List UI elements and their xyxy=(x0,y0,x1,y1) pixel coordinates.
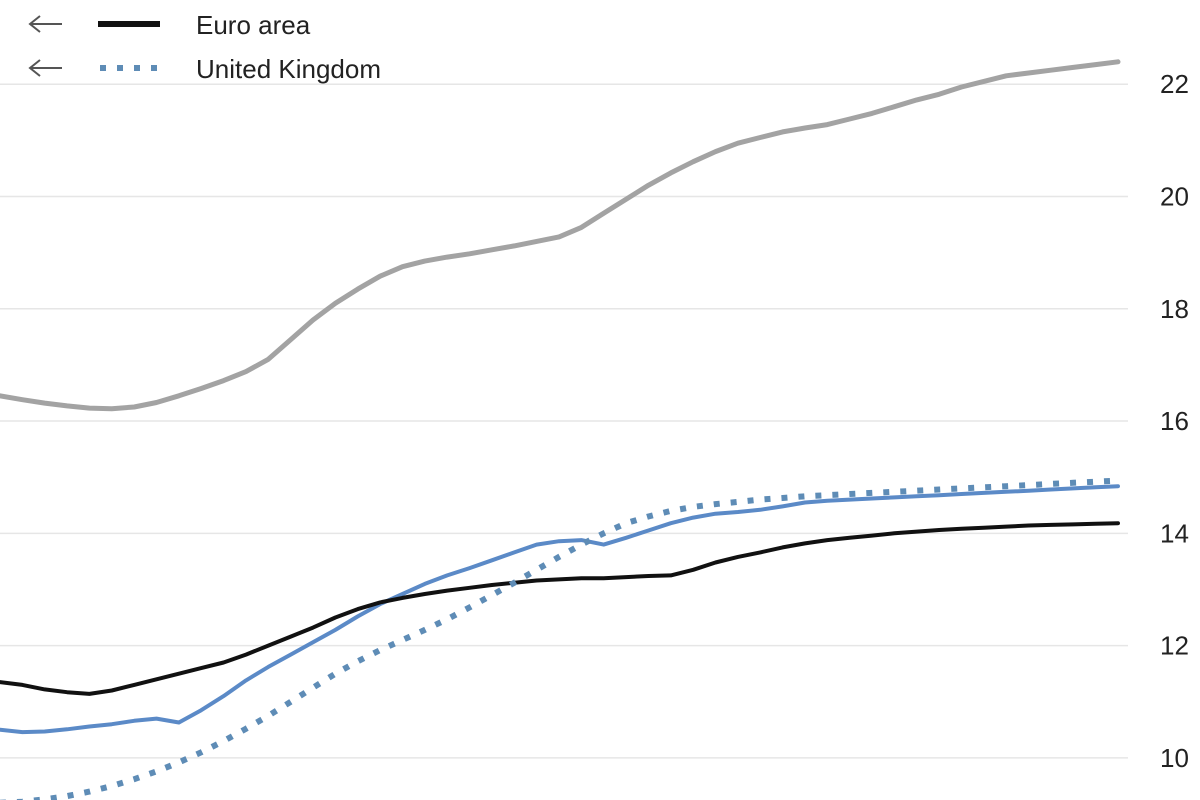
legend-entry-euro-area: Euro area xyxy=(28,10,311,40)
y-tick-label: 12 xyxy=(1160,631,1189,661)
legend-label-euro-area: Euro area xyxy=(196,10,311,40)
y-tick-label: 20 xyxy=(1160,181,1189,211)
series-line-top-gray xyxy=(0,59,1121,412)
y-tick-label: 18 xyxy=(1160,294,1189,324)
legend-entry-united-kingdom: United Kingdom xyxy=(28,54,381,84)
series-layer xyxy=(0,59,1121,800)
y-tick-label: 16 xyxy=(1160,406,1189,436)
y-tick-label: 10 xyxy=(1160,743,1189,773)
y-tick-label: 14 xyxy=(1160,518,1189,548)
left-arrow-icon xyxy=(28,59,62,77)
legend: Euro area United Kingdom xyxy=(28,10,381,84)
left-arrow-icon xyxy=(28,15,62,33)
series-line-blue-solid xyxy=(0,484,1120,735)
series-line-euro-area xyxy=(0,521,1120,696)
y-tick-label: 22 xyxy=(1160,69,1189,99)
gridlines xyxy=(0,83,1128,759)
series-line-united-kingdom xyxy=(0,477,1119,800)
right-axis-tick-labels: 10 12 14 16 18 20 22 xyxy=(1160,69,1189,773)
legend-label-united-kingdom: United Kingdom xyxy=(196,54,381,84)
